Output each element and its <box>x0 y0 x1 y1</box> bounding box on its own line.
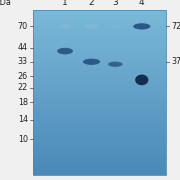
Bar <box>33 48 166 51</box>
Bar <box>33 172 166 175</box>
Bar <box>33 114 166 117</box>
Bar <box>33 40 166 43</box>
Text: 2: 2 <box>89 0 94 7</box>
Bar <box>33 142 166 144</box>
Bar <box>33 70 166 73</box>
Text: 26: 26 <box>18 72 28 81</box>
Bar <box>33 136 166 139</box>
Bar <box>33 109 166 111</box>
Ellipse shape <box>108 62 123 67</box>
Bar <box>33 62 166 65</box>
Text: 70: 70 <box>18 22 28 31</box>
Bar <box>33 37 166 40</box>
Bar <box>33 120 166 122</box>
Text: 37kDa: 37kDa <box>171 57 180 66</box>
Bar <box>33 59 166 62</box>
Text: 72kDa: 72kDa <box>171 22 180 31</box>
Bar <box>33 51 166 54</box>
Text: 1: 1 <box>62 0 68 7</box>
Text: 33: 33 <box>18 57 28 66</box>
Bar <box>33 106 166 109</box>
Bar <box>33 46 166 48</box>
Bar <box>33 81 166 84</box>
Bar <box>33 131 166 133</box>
Bar <box>33 73 166 76</box>
Bar <box>33 144 166 147</box>
Bar <box>33 122 166 125</box>
Bar <box>33 15 166 18</box>
Bar <box>33 100 166 103</box>
Ellipse shape <box>83 59 100 65</box>
Bar <box>33 153 166 155</box>
Bar <box>33 155 166 158</box>
Bar <box>33 78 166 81</box>
Bar <box>33 43 166 46</box>
Bar <box>33 111 166 114</box>
Ellipse shape <box>58 24 72 28</box>
Bar <box>33 13 166 15</box>
Text: 22: 22 <box>18 83 28 92</box>
Text: kDa: kDa <box>0 0 11 7</box>
Ellipse shape <box>57 48 73 54</box>
Bar <box>33 65 166 68</box>
Bar <box>33 117 166 120</box>
Bar <box>33 76 166 78</box>
Bar <box>33 125 166 128</box>
Bar <box>33 21 166 24</box>
Text: 10: 10 <box>18 135 28 144</box>
Bar <box>33 24 166 26</box>
Bar <box>33 169 166 172</box>
Bar <box>33 139 166 142</box>
Bar <box>33 92 166 95</box>
Ellipse shape <box>110 25 121 28</box>
Text: 3: 3 <box>112 0 118 7</box>
Bar <box>33 164 166 166</box>
Bar <box>33 98 166 100</box>
Ellipse shape <box>135 75 148 85</box>
Ellipse shape <box>133 23 150 30</box>
Text: 18: 18 <box>18 98 28 107</box>
Bar <box>33 166 166 169</box>
Bar <box>33 10 166 13</box>
Bar <box>33 26 166 29</box>
Bar <box>33 29 166 32</box>
Text: 14: 14 <box>18 115 28 124</box>
Bar <box>33 103 166 106</box>
Bar <box>33 147 166 150</box>
Bar <box>33 68 166 70</box>
Bar <box>33 158 166 161</box>
Bar <box>33 54 166 57</box>
Bar <box>33 161 166 164</box>
Bar <box>33 35 166 37</box>
Bar <box>33 10 166 175</box>
Bar <box>33 57 166 59</box>
Bar <box>33 89 166 92</box>
Bar <box>33 150 166 153</box>
Text: 4: 4 <box>139 0 145 7</box>
Bar <box>33 87 166 89</box>
Ellipse shape <box>85 24 98 28</box>
Bar <box>33 32 166 35</box>
Bar <box>33 133 166 136</box>
Text: 44: 44 <box>18 43 28 52</box>
Bar <box>33 18 166 21</box>
Bar <box>33 128 166 131</box>
Bar <box>33 84 166 87</box>
Bar <box>33 95 166 98</box>
